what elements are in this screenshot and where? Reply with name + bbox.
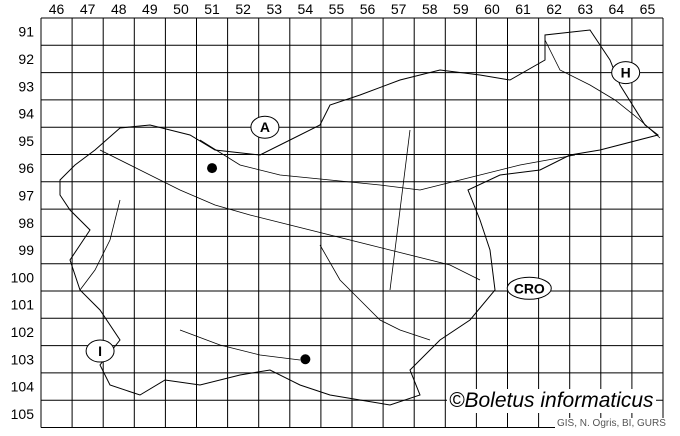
row-label: 95 xyxy=(18,133,34,149)
country-label-ellipse xyxy=(506,276,552,300)
source-text: GIS, N. Ogris, BI, GURS xyxy=(555,418,668,429)
row-label: 98 xyxy=(18,215,34,231)
column-label: 53 xyxy=(266,1,282,17)
column-label: 63 xyxy=(577,1,593,17)
row-label: 92 xyxy=(18,51,34,67)
column-label: 49 xyxy=(142,1,158,17)
column-label: 61 xyxy=(515,1,531,17)
column-label: 65 xyxy=(640,1,656,17)
country-label-a: A xyxy=(260,119,270,135)
record-dot xyxy=(207,163,218,174)
row-label: 99 xyxy=(18,242,34,258)
row-label: 93 xyxy=(18,78,34,94)
row-label: 103 xyxy=(11,351,35,367)
country-label-i: I xyxy=(98,343,102,359)
row-label: 96 xyxy=(18,160,34,176)
country-label-ellipse xyxy=(85,339,115,363)
column-label: 52 xyxy=(235,1,251,17)
column-label: 54 xyxy=(298,1,314,17)
column-label: 58 xyxy=(422,1,438,17)
country-label-ellipse xyxy=(611,61,641,85)
country-label-ellipse xyxy=(250,115,280,139)
row-label: 94 xyxy=(18,106,34,122)
row-label: 97 xyxy=(18,187,34,203)
column-label: 62 xyxy=(546,1,562,17)
river xyxy=(544,39,661,139)
column-label: 55 xyxy=(329,1,345,17)
row-label: 100 xyxy=(11,269,35,285)
record-dot xyxy=(300,354,311,365)
column-label: 48 xyxy=(111,1,127,17)
river xyxy=(179,329,301,361)
credit-text: ©Boletus informaticus xyxy=(447,389,656,413)
column-label: 47 xyxy=(80,1,96,17)
column-label: 56 xyxy=(360,1,376,17)
row-label: 104 xyxy=(11,379,35,395)
river xyxy=(79,199,121,291)
column-label: 46 xyxy=(49,1,65,17)
river xyxy=(319,244,431,341)
country-label-cro: CRO xyxy=(514,280,545,296)
river xyxy=(199,139,576,191)
column-label: 51 xyxy=(204,1,220,17)
column-label: 60 xyxy=(484,1,500,17)
column-label: 64 xyxy=(609,1,625,17)
row-label: 91 xyxy=(18,24,34,40)
column-label: 50 xyxy=(173,1,189,17)
country-label-h: H xyxy=(621,65,631,81)
row-label: 102 xyxy=(11,324,35,340)
row-label: 101 xyxy=(11,297,35,313)
country-outline xyxy=(59,29,660,406)
row-label: 105 xyxy=(11,406,35,422)
column-label: 59 xyxy=(453,1,469,17)
column-label: 57 xyxy=(391,1,407,17)
